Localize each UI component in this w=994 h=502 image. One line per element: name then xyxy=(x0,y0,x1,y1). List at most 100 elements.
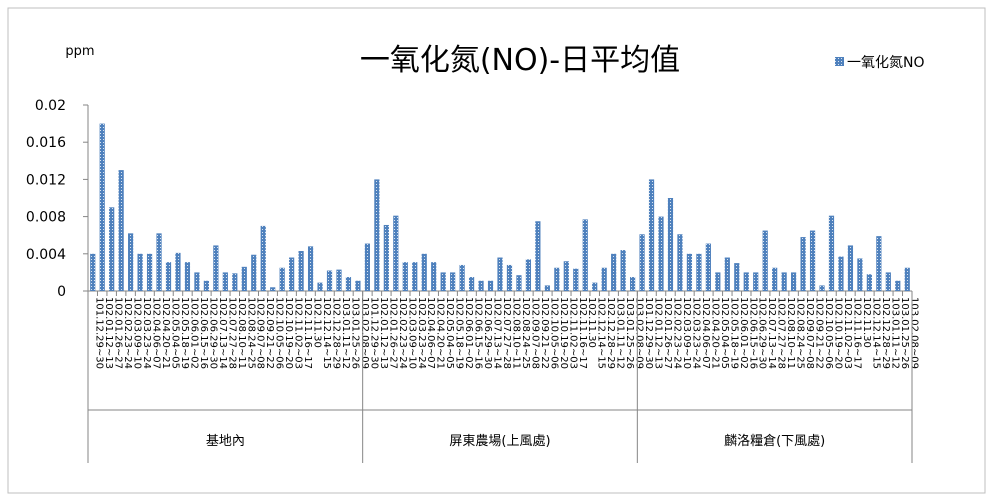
x-tick-label: 102.05.04~05 xyxy=(719,297,730,369)
x-tick-label: 102.08.10~11 xyxy=(785,297,796,369)
x-tick-label: 102.05.04~05 xyxy=(170,297,181,369)
x-tick-label: 102.01.12~13 xyxy=(378,297,389,369)
x-tick-label: 102.11.30 xyxy=(586,297,597,348)
x-tick-label: 102.06.15~16 xyxy=(747,297,758,369)
bar xyxy=(781,272,787,291)
x-tick-label: 102.09.07~08 xyxy=(804,297,815,369)
bar xyxy=(289,257,295,291)
x-tick-label: 102.09.21~22 xyxy=(264,297,275,369)
x-tick-label: 103.02.08~09 xyxy=(634,297,645,369)
bar xyxy=(838,256,844,291)
chart-border xyxy=(7,7,986,494)
x-tick-label: 102.03.23~24 xyxy=(416,297,427,369)
x-tick-label: 103.01.25~26 xyxy=(899,297,910,369)
bar xyxy=(592,282,598,291)
bar xyxy=(468,277,475,291)
bar xyxy=(421,253,427,291)
bar xyxy=(658,216,664,291)
bar xyxy=(128,233,134,291)
x-tick-label: 102.08.24~25 xyxy=(245,297,256,369)
x-tick-label: 102.06.01~02 xyxy=(188,297,199,369)
bar xyxy=(525,259,532,291)
x-tick-label: 102.03.09~10 xyxy=(132,297,143,369)
x-tick-label: 103.01.25~26 xyxy=(349,297,360,369)
y-tick-label: 0.008 xyxy=(26,210,66,226)
x-tick-label: 102.08.24~25 xyxy=(520,297,531,369)
x-tick-label: 102.05.18~19 xyxy=(179,297,190,369)
bar xyxy=(90,253,96,291)
x-tick-label: 102.10.19~20 xyxy=(558,297,569,369)
bar xyxy=(686,253,693,291)
bar xyxy=(109,207,115,291)
x-tick-label: 102.01.12~13 xyxy=(103,297,114,369)
bar xyxy=(516,275,522,291)
bar xyxy=(620,250,626,291)
x-tick-label: 101.12.29~30 xyxy=(643,297,654,369)
x-tick-label: 102.09.21~22 xyxy=(814,297,825,369)
bar xyxy=(459,264,465,291)
bar xyxy=(715,272,721,291)
x-tick-label: 102.04.20~21 xyxy=(709,297,720,369)
x-tick-label: 102.04.06~07 xyxy=(151,297,162,369)
y-tick-label: 0 xyxy=(57,284,66,300)
bar xyxy=(819,285,825,291)
x-tick-label: 102.10.05~06 xyxy=(548,297,559,369)
x-tick-label: 102.05.18~19 xyxy=(454,297,465,369)
bar xyxy=(639,234,645,291)
x-tick-label: 102.06.29~30 xyxy=(757,297,768,369)
bar xyxy=(487,280,494,291)
bar xyxy=(809,230,816,291)
bar xyxy=(667,198,674,291)
bar xyxy=(307,246,314,291)
bar xyxy=(629,277,636,291)
bar xyxy=(251,254,257,291)
x-tick-label: 102.04.20~21 xyxy=(160,297,171,369)
x-tick-label: 102.06.01~02 xyxy=(463,297,474,369)
bar xyxy=(705,243,711,291)
bar xyxy=(222,272,228,291)
bar xyxy=(544,285,550,291)
x-tick-label: 102.11.02~03 xyxy=(842,297,853,369)
group-label: 基地內 xyxy=(206,434,245,449)
bar xyxy=(762,230,768,291)
bar xyxy=(791,272,797,291)
bar xyxy=(601,267,607,291)
bar xyxy=(866,274,872,291)
bar xyxy=(203,280,209,291)
x-tick-label: 102.05.04~05 xyxy=(444,297,455,369)
bar xyxy=(194,272,200,291)
bar xyxy=(743,272,749,291)
y-axis-label: ppm xyxy=(65,44,94,59)
bar xyxy=(535,221,541,291)
bar xyxy=(260,225,266,291)
x-tick-label: 102.04.20~21 xyxy=(435,297,446,369)
bar xyxy=(374,179,380,291)
x-tick-label: 102.06.01~02 xyxy=(738,297,749,369)
bar xyxy=(582,219,588,291)
x-tick-label: 102.04.06~07 xyxy=(425,297,436,369)
x-tick-label: 103.02.08~09 xyxy=(359,297,370,369)
group-label: 麟洛糧倉(下風處) xyxy=(724,433,825,449)
x-tick-label: 102.04.06~07 xyxy=(700,297,711,369)
bar xyxy=(563,261,569,291)
bar xyxy=(478,280,484,291)
bar xyxy=(402,262,408,291)
x-tick-label: 102.03.09~10 xyxy=(406,297,417,369)
legend-label: 一氧化氮NO xyxy=(847,55,925,71)
bar xyxy=(156,233,162,291)
bar xyxy=(175,252,181,291)
bar xyxy=(137,253,143,291)
bar xyxy=(847,245,854,291)
bar xyxy=(876,236,882,291)
bar xyxy=(696,253,702,291)
x-tick-label: 102.11.16~17 xyxy=(851,297,862,369)
y-tick-label: 0.012 xyxy=(26,172,66,188)
x-tick-label: 102.08.10~11 xyxy=(510,297,521,369)
x-tick-label: 102.06.29~30 xyxy=(482,297,493,369)
y-tick-label: 0.02 xyxy=(35,98,66,114)
bar xyxy=(118,170,124,291)
x-tick-label: 103.01.11~12 xyxy=(340,297,351,369)
x-tick-label: 102.01.26~27 xyxy=(113,297,124,369)
bar xyxy=(497,257,503,291)
x-tick-label: 102.07.27~28 xyxy=(776,297,787,369)
